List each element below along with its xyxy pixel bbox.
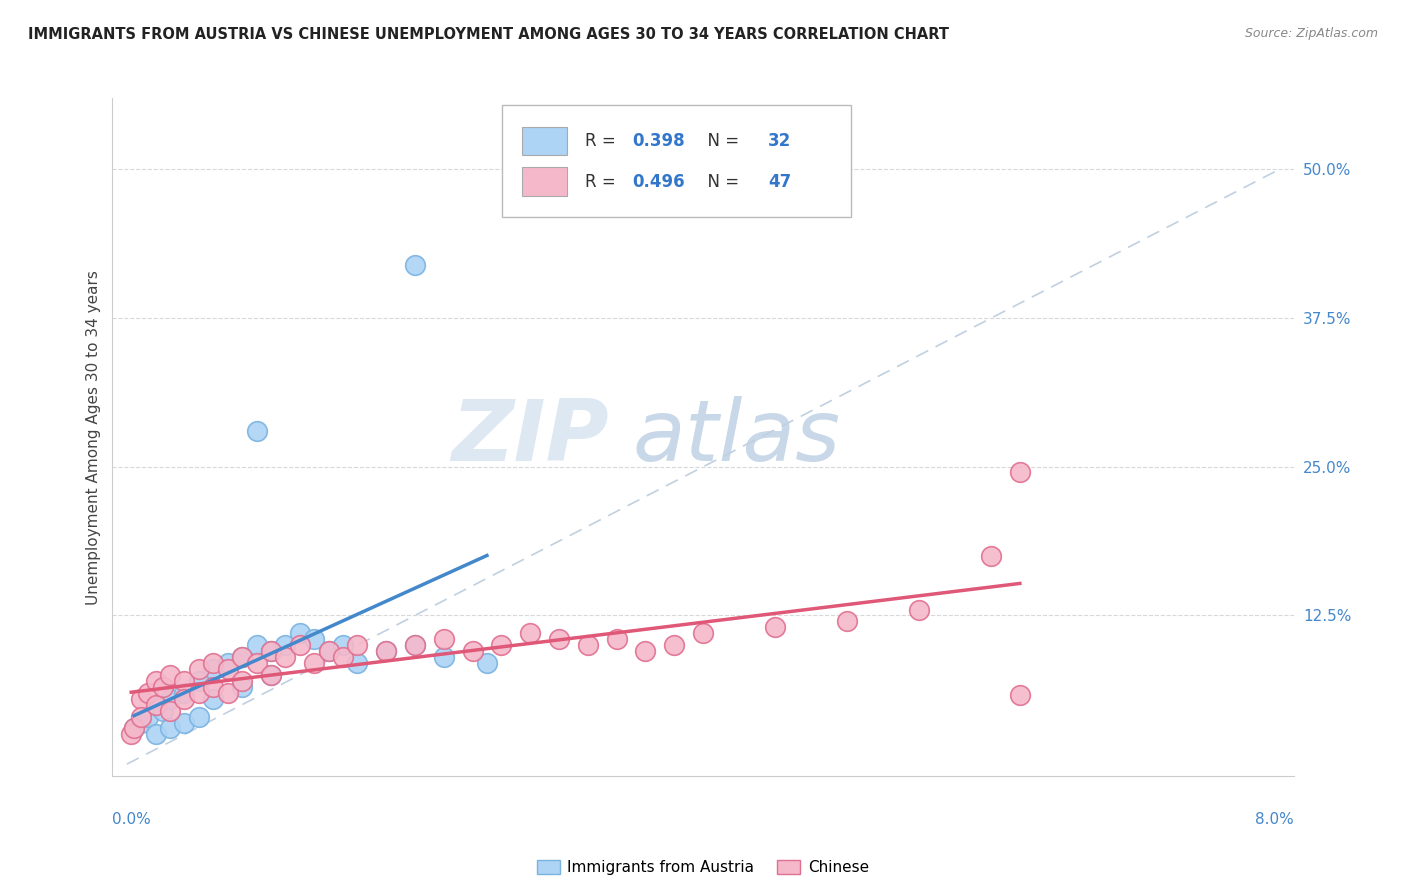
Point (145, 698, 167, 712)
Point (274, 638, 297, 652)
Text: atlas: atlas (633, 395, 841, 479)
Y-axis label: Unemployment Among Ages 30 to 34 years: Unemployment Among Ages 30 to 34 years (86, 269, 101, 605)
Point (245, 656, 267, 670)
Point (260, 644, 283, 658)
Point (245, 424, 267, 438)
Point (173, 686, 195, 700)
Point (145, 727, 167, 741)
Point (288, 626, 311, 640)
Point (202, 656, 225, 670)
Text: ZIP: ZIP (451, 395, 609, 479)
Point (491, 638, 513, 652)
Point (173, 691, 195, 706)
Point (138, 709, 160, 723)
Text: IMMIGRANTS FROM AUSTRIA VS CHINESE UNEMPLOYMENT AMONG AGES 30 TO 34 YEARS CORREL: IMMIGRANTS FROM AUSTRIA VS CHINESE UNEMP… (28, 27, 949, 42)
Point (404, 258, 426, 272)
Point (375, 644, 398, 658)
Point (152, 704, 174, 718)
Point (145, 698, 167, 712)
Point (548, 632, 571, 647)
Point (217, 656, 239, 670)
Point (202, 662, 225, 676)
Point (475, 656, 498, 670)
Point (375, 644, 398, 658)
Text: 0.496: 0.496 (633, 172, 685, 191)
Point (908, 602, 931, 616)
Text: N =: N = (697, 172, 744, 191)
Text: R =: R = (585, 172, 621, 191)
Point (231, 650, 253, 665)
Point (634, 644, 657, 658)
FancyBboxPatch shape (522, 168, 567, 195)
Point (159, 722, 181, 736)
Point (461, 644, 484, 658)
Point (318, 644, 340, 658)
Point (519, 626, 541, 640)
Point (173, 673, 195, 688)
Point (288, 638, 311, 652)
Text: N =: N = (697, 132, 744, 150)
Point (187, 686, 209, 700)
Point (692, 626, 714, 640)
Point (260, 668, 283, 682)
Point (159, 704, 181, 718)
Point (318, 644, 340, 658)
Point (245, 638, 267, 652)
Point (576, 638, 599, 652)
Point (346, 656, 368, 670)
Point (152, 680, 174, 694)
Point (433, 632, 456, 647)
Point (302, 656, 325, 670)
Point (606, 632, 628, 647)
Point (274, 650, 297, 665)
Legend: Immigrants from Austria, Chinese: Immigrants from Austria, Chinese (537, 861, 869, 875)
Point (202, 680, 225, 694)
Point (231, 673, 253, 688)
Point (346, 638, 368, 652)
Point (122, 722, 145, 736)
Point (120, 727, 142, 741)
Point (980, 549, 1002, 563)
Text: 47: 47 (768, 172, 792, 191)
Point (433, 650, 456, 665)
Point (1008, 688, 1031, 702)
Point (129, 715, 152, 730)
Text: 32: 32 (768, 132, 792, 150)
Text: Source: ZipAtlas.com: Source: ZipAtlas.com (1244, 27, 1378, 40)
Point (187, 662, 209, 676)
Text: 0.0%: 0.0% (112, 812, 152, 827)
Point (173, 715, 195, 730)
Point (835, 615, 858, 629)
Text: 8.0%: 8.0% (1254, 812, 1294, 827)
Point (231, 650, 253, 665)
Point (302, 632, 325, 647)
Point (404, 638, 426, 652)
FancyBboxPatch shape (522, 127, 567, 155)
Point (763, 620, 786, 634)
Point (260, 668, 283, 682)
Point (404, 638, 426, 652)
Point (129, 691, 152, 706)
Point (332, 638, 354, 652)
Point (217, 662, 239, 676)
Point (187, 709, 209, 723)
Text: R =: R = (585, 132, 621, 150)
Point (217, 686, 239, 700)
Point (122, 722, 145, 736)
Point (260, 644, 283, 658)
Text: 0.398: 0.398 (633, 132, 685, 150)
Point (145, 673, 167, 688)
Point (332, 650, 354, 665)
Point (1008, 465, 1031, 479)
Point (138, 686, 160, 700)
Point (129, 709, 152, 723)
Point (159, 691, 181, 706)
Point (231, 680, 253, 694)
Point (664, 638, 686, 652)
Point (159, 668, 181, 682)
Point (187, 673, 209, 688)
FancyBboxPatch shape (502, 105, 851, 217)
Point (202, 691, 225, 706)
